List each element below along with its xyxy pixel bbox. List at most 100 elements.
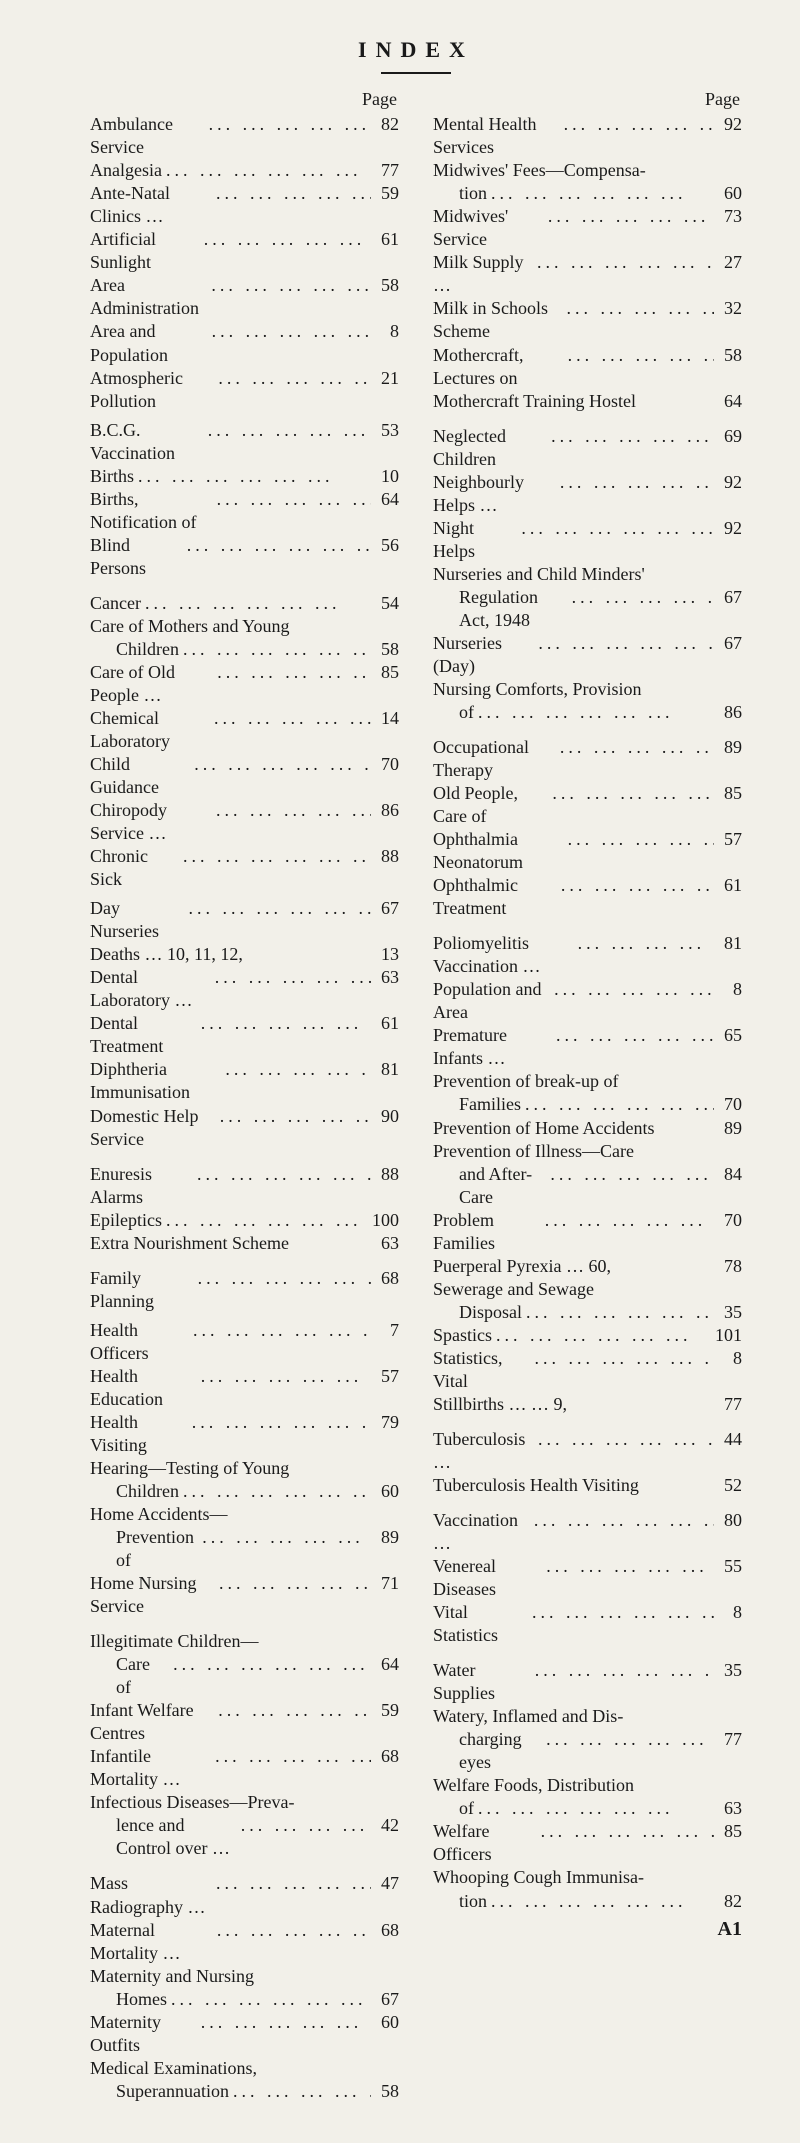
leader-dots: ... ... ... ... ... ... <box>547 425 714 448</box>
leader-dots: ... ... ... ... ... ... <box>213 488 371 511</box>
index-entry-label: Night Helps <box>433 517 517 563</box>
index-entry: Ante-Natal Clinics …... ... ... ... ... … <box>90 182 399 228</box>
index-entry-page: 52 <box>714 1474 742 1497</box>
index-entry: Dental Laboratory …... ... ... ... ... .… <box>90 966 399 1012</box>
page-header-right: Page <box>433 88 742 111</box>
leader-dots: ... ... ... ... ... ... <box>530 1347 714 1370</box>
index-entry-label: Epileptics <box>90 1209 162 1232</box>
leader-dots: ... ... ... ... ... ... <box>211 1745 371 1768</box>
leader-dots: ... ... ... ... ... ... <box>557 874 714 897</box>
left-entries: Ambulance Service... ... ... ... ... ...… <box>90 113 399 2103</box>
index-entry: Area and Population... ... ... ... ... .… <box>90 320 399 366</box>
index-entry-label: Enuresis Alarms <box>90 1163 193 1209</box>
index-entry: Disposal... ... ... ... ... ...35 <box>433 1301 742 1324</box>
index-entry: Family Planning... ... ... ... ... ...68 <box>90 1267 399 1313</box>
index-entry: tion... ... ... ... ... ...60 <box>433 182 742 205</box>
index-entry-label: Dental Treatment <box>90 1012 197 1058</box>
leader-dots: ... ... ... ... ... ... <box>197 1012 371 1035</box>
index-entry-page: 92 <box>714 471 742 494</box>
leader-dots: ... ... ... ... ... ... <box>546 1163 714 1186</box>
index-heading: Sewerage and Sewage <box>433 1278 742 1301</box>
index-entry-page: 61 <box>714 874 742 897</box>
index-entry-label: Disposal <box>433 1301 522 1324</box>
index-entry: Problem Families... ... ... ... ... ...7… <box>433 1209 742 1255</box>
index-heading: Watery, Inflamed and Dis- <box>433 1705 742 1728</box>
index-entry-label: Ante-Natal Clinics … <box>90 182 212 228</box>
index-entry: Vital Statistics... ... ... ... ... ...8 <box>433 1601 742 1647</box>
index-entry: Prevention of... ... ... ... ... ...89 <box>90 1526 399 1572</box>
index-entry-label: Ophthalmia Neonatorum <box>433 828 564 874</box>
index-entry: Poliomyelitis Vaccination …... ... ... .… <box>433 932 742 978</box>
index-entry-page: 7 <box>371 1319 399 1342</box>
right-column: Page Mental Health Services ... ... ... .… <box>433 88 742 2103</box>
leader-dots: ... ... ... ... ... ... <box>212 1872 371 1895</box>
leader-dots: ... ... ... ... ... ... <box>563 297 714 320</box>
leader-dots: ... ... ... ... ... ... <box>211 966 371 989</box>
leader-dots: ... ... ... ... ... ... <box>197 2011 371 2034</box>
index-entry: Births, Notification of... ... ... ... .… <box>90 488 399 534</box>
index-entry: Regulation Act, 1948... ... ... ... ... … <box>433 586 742 632</box>
index-gap <box>90 1255 399 1267</box>
index-entry-page: 57 <box>714 828 742 851</box>
index-entry-label: Statistics, Vital <box>433 1347 530 1393</box>
index-entry: Spastics... ... ... ... ... ...101 <box>433 1324 742 1347</box>
index-heading: Nursing Comforts, Provision <box>433 678 742 701</box>
index-entry-page: 47 <box>371 1872 399 1895</box>
index-entry: Analgesia... ... ... ... ... ...77 <box>90 159 399 182</box>
index-entry-page: 59 <box>371 1699 399 1722</box>
index-entry-page: 65 <box>714 1024 742 1047</box>
index-entry: Dental Treatment... ... ... ... ... ...6… <box>90 1012 399 1058</box>
index-gap <box>433 724 742 736</box>
index-entry: Epileptics... ... ... ... ... ...100 <box>90 1209 399 1232</box>
index-entry: Domestic Help Service... ... ... ... ...… <box>90 1105 399 1151</box>
index-entry-page: 89 <box>714 1117 742 1140</box>
index-entry: Artificial Sunlight... ... ... ... ... .… <box>90 228 399 274</box>
leader-dots: ... ... ... ... ... ... <box>517 517 714 540</box>
index-entry: Health Officers... ... ... ... ... ...7 <box>90 1319 399 1365</box>
index-entry-page: 77 <box>714 1393 742 1416</box>
index-entry-label: Deaths … 10, 11, 12, <box>90 943 243 966</box>
index-entry: Maternal Mortality …... ... ... ... ... … <box>90 1919 399 1965</box>
index-entry-page: 58 <box>714 344 742 367</box>
leader-dots: ... ... ... ... ... ... <box>568 586 714 609</box>
leader-dots: ... ... ... ... ... ... <box>544 205 714 228</box>
index-entry: Vaccination …... ... ... ... ... ...80 <box>433 1509 742 1555</box>
leader-dots: ... ... ... ... ... ... <box>474 1797 714 1820</box>
index-entry: tion... ... ... ... ... ...82 <box>433 1890 742 1913</box>
index-entry-page: 32 <box>714 297 742 320</box>
right-entries: Mental Health Services ... ... ... ... ..… <box>433 113 742 1912</box>
index-entry-label: Families <box>433 1093 521 1116</box>
index-entry-page: 8 <box>714 978 742 1001</box>
index-entry-page: 58 <box>371 638 399 661</box>
leader-dots: ... ... ... ... ... ... <box>534 632 714 655</box>
index-entry-page: 90 <box>371 1105 399 1128</box>
index-heading: Whooping Cough Immunisa- <box>433 1866 742 1889</box>
leader-dots: ... ... ... ... ... ... <box>188 1411 371 1434</box>
index-entry-label: Area and Population <box>90 320 208 366</box>
index-entry-label: Nurseries (Day) <box>433 632 534 678</box>
leader-dots: ... ... ... ... ... ... <box>141 592 371 615</box>
index-entry-label: of <box>433 701 474 724</box>
index-entry-label: Artificial Sunlight <box>90 228 200 274</box>
index-entry-page: 77 <box>371 159 399 182</box>
index-entry-label: Midwives' Service <box>433 205 544 251</box>
index-entry-label: Births <box>90 465 134 488</box>
index-gap <box>433 413 742 425</box>
index-entry-page: 61 <box>371 228 399 251</box>
index-entry-page: 85 <box>714 782 742 805</box>
index-entry-label: Mental Health Services <box>433 113 560 159</box>
index-entry-label: Neglected Children <box>433 425 547 471</box>
leader-dots: ... ... ... ... ... ... <box>193 1163 371 1186</box>
index-entry: and After-Care... ... ... ... ... ...84 <box>433 1163 742 1209</box>
index-entry: Chronic Sick... ... ... ... ... ...88 <box>90 845 399 891</box>
index-entry-label: Puerperal Pyrexia … 60, <box>433 1255 611 1278</box>
index-entry: Old People, Care of... ... ... ... ... .… <box>433 782 742 828</box>
index-entry-label: Vital Statistics <box>433 1601 528 1647</box>
index-entry: Health Visiting... ... ... ... ... ...79 <box>90 1411 399 1457</box>
index-entry-page: 67 <box>371 897 399 920</box>
index-heading: Midwives' Fees—Compensa- <box>433 159 742 182</box>
index-entry-label: Vaccination … <box>433 1509 530 1555</box>
index-entry-page: 85 <box>714 1820 742 1843</box>
leader-dots: ... ... ... ... ... ... <box>531 1659 714 1682</box>
index-entry-page: 79 <box>371 1411 399 1434</box>
